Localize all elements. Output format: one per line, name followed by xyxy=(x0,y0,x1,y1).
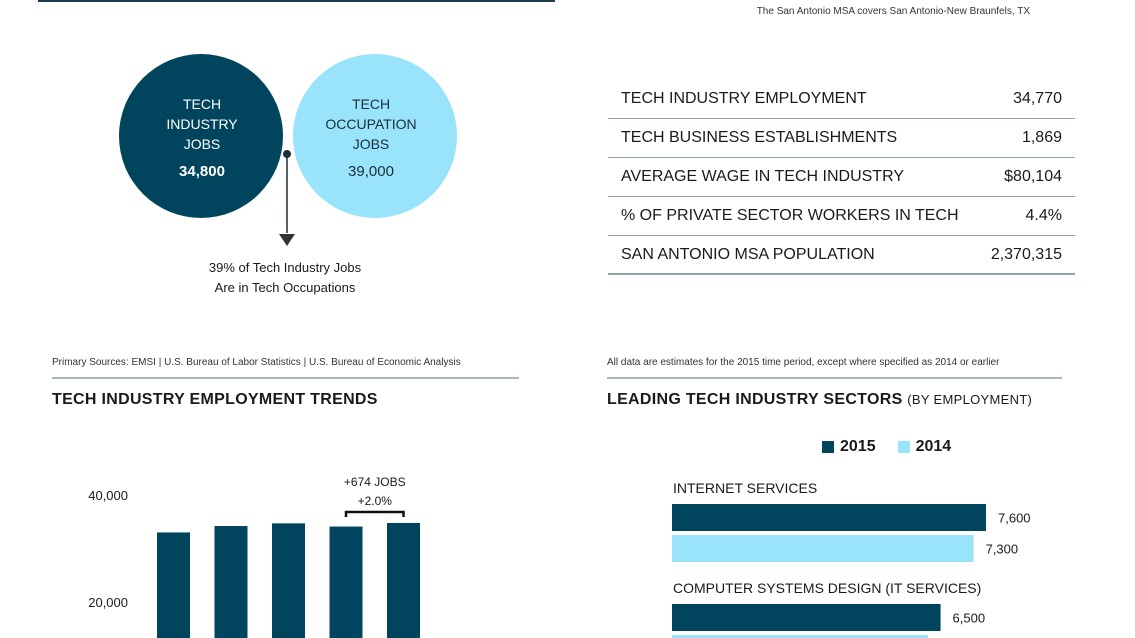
stats-table: TECH INDUSTRY EMPLOYMENT 34,770 TECH BUSI… xyxy=(608,80,1075,275)
sector-bar-2014 xyxy=(672,535,974,562)
venn-industry-label: TECH INDUSTRY JOBS 34,800 xyxy=(162,94,242,182)
stat-value: 1,869 xyxy=(1021,129,1062,146)
sector-bar-2014 xyxy=(672,635,929,638)
stat-label: % OF PRIVATE SECTOR WORKERS IN TECH xyxy=(621,207,959,224)
sector-category-label: INTERNET SERVICES xyxy=(673,480,817,496)
sector-bar-value: 7,600 xyxy=(998,511,1031,526)
stat-label: TECH INDUSTRY EMPLOYMENT xyxy=(621,90,867,107)
stat-row: AVERAGE WAGE IN TECH INDUSTRY $80,104 xyxy=(608,158,1075,197)
sources-footnote: Primary Sources: EMSI | U.S. Bureau of L… xyxy=(52,357,461,368)
stat-value: 2,370,315 xyxy=(990,245,1062,263)
stat-value: 34,770 xyxy=(1013,90,1062,107)
sector-bar-value: 6,500 xyxy=(953,611,986,626)
legend-swatch-2015 xyxy=(822,441,834,453)
venn-diagram xyxy=(119,54,457,246)
stat-row: TECH BUSINESS ESTABLISHMENTS 1,869 xyxy=(608,119,1075,158)
change-annotation-jobs: +674 JOBS xyxy=(344,475,406,489)
venn-occupation-label: TECH OCCUPATION JOBS 39,000 xyxy=(315,94,427,182)
stat-label: SAN ANTONIO MSA POPULATION xyxy=(621,245,875,263)
sector-bar-2015 xyxy=(672,504,986,531)
venn-occupation-value: 39,000 xyxy=(348,163,394,180)
trend-bar xyxy=(272,523,305,638)
sector-bar-value: 7,300 xyxy=(986,542,1019,557)
venn-circle-industry xyxy=(119,54,283,218)
stat-label: AVERAGE WAGE IN TECH INDUSTRY xyxy=(621,168,905,185)
stat-value: 4.4% xyxy=(1025,207,1062,224)
stat-row: TECH INDUSTRY EMPLOYMENT 34,770 xyxy=(608,80,1075,119)
overlap-pointer-arrow xyxy=(279,234,295,246)
venn-overlap-note: 39% of Tech Industry Jobs Are in Tech Oc… xyxy=(208,260,362,295)
section-divider-left xyxy=(52,377,519,379)
stat-row: SAN ANTONIO MSA POPULATION 2,370,315 xyxy=(608,236,1075,275)
stat-label: TECH BUSINESS ESTABLISHMENTS xyxy=(621,129,898,146)
legend-item-2014: 2014 xyxy=(897,438,951,456)
sectors-title: LEADING TECH INDUSTRY SECTORS (BY EMPLOY… xyxy=(607,391,1033,408)
venn-industry-value: 34,800 xyxy=(179,163,225,180)
y-tick-label: 40,000 xyxy=(88,488,128,503)
section-divider-right xyxy=(607,377,1062,379)
change-bracket xyxy=(344,510,405,517)
legend-item-2015: 2015 xyxy=(822,438,876,456)
employment-trends-chart: 40,000 20,000 +674 JOBS +2.0% xyxy=(88,475,420,638)
trend-bar xyxy=(387,522,420,638)
top-divider xyxy=(38,0,555,2)
y-tick-label: 20,000 xyxy=(88,595,128,610)
trend-bar xyxy=(329,526,363,638)
estimates-footnote: All data are estimates for the 2015 time… xyxy=(607,357,1000,368)
trends-title: TECH INDUSTRY EMPLOYMENT TRENDS xyxy=(52,391,378,408)
trend-bar xyxy=(157,532,190,638)
legend-swatch-2014 xyxy=(897,441,910,453)
sectors-legend: 2015 2014 xyxy=(822,438,973,456)
change-annotation-percent: +2.0% xyxy=(358,494,393,508)
trend-bar xyxy=(214,526,248,638)
msa-coverage-note: The San Antonio MSA covers San Antonio-N… xyxy=(756,6,1030,17)
sector-bar-2015 xyxy=(672,604,941,631)
sector-category-label: COMPUTER SYSTEMS DESIGN (IT SERVICES) xyxy=(673,580,981,596)
sectors-subtitle: (BY EMPLOYMENT) xyxy=(907,392,1033,407)
venn-circle-occupation xyxy=(293,54,457,218)
stat-value: $80,104 xyxy=(1004,168,1062,185)
stat-row: % OF PRIVATE SECTOR WORKERS IN TECH 4.4% xyxy=(608,197,1075,236)
tech-sectors-chart: INTERNET SERVICES 7,600 7,300 COMPUTER SYST… xyxy=(672,480,1031,638)
